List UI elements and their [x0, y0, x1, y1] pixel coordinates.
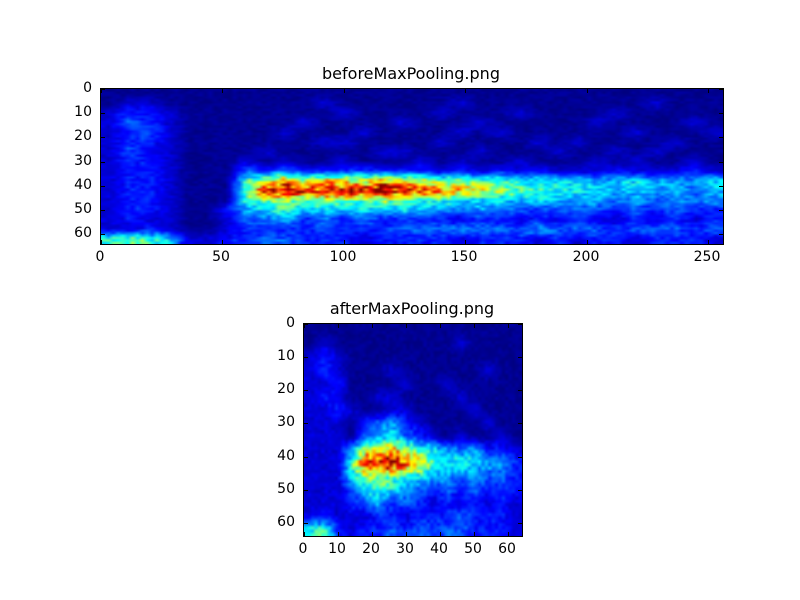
y-tick-mark-right — [518, 324, 522, 325]
x-tick-label: 20 — [362, 541, 380, 557]
x-tick-mark-top — [222, 89, 223, 93]
y-tick-mark-right — [518, 390, 522, 391]
x-tick-mark-bottom — [406, 532, 407, 536]
plot-title-before: beforeMaxPooling.png — [322, 64, 500, 83]
y-tick-mark-left — [304, 390, 308, 391]
x-tick-label: 50 — [464, 541, 482, 557]
y-tick-mark-right — [518, 423, 522, 424]
y-tick-mark-right — [518, 490, 522, 491]
x-tick-label: 150 — [450, 249, 478, 265]
x-tick-label: 40 — [430, 541, 448, 557]
y-tick-mark-left — [304, 324, 308, 325]
x-tick-label: 0 — [298, 541, 308, 557]
heatmap-canvas-after — [304, 324, 522, 536]
x-tick-label: 100 — [329, 249, 357, 265]
y-tick-label: 50 — [74, 201, 92, 217]
y-tick-mark-left — [101, 162, 105, 163]
y-tick-mark-right — [719, 89, 723, 90]
x-tick-mark-bottom — [338, 532, 339, 536]
y-tick-label: 30 — [74, 153, 92, 169]
x-tick-label: 0 — [95, 249, 105, 265]
x-tick-mark-bottom — [440, 532, 441, 536]
x-tick-label: 250 — [693, 249, 721, 265]
y-tick-label: 50 — [277, 481, 295, 497]
x-tick-mark-top — [101, 89, 102, 93]
y-tick-mark-right — [719, 210, 723, 211]
axes-after — [303, 323, 523, 537]
x-tick-mark-bottom — [101, 240, 102, 244]
x-tick-mark-top — [587, 89, 588, 93]
y-tick-mark-right — [518, 457, 522, 458]
x-tick-mark-top — [508, 324, 509, 328]
y-tick-mark-left — [304, 523, 308, 524]
x-tick-label: 200 — [572, 249, 600, 265]
y-tick-mark-right — [719, 186, 723, 187]
y-tick-mark-left — [101, 210, 105, 211]
y-tick-mark-right — [719, 113, 723, 114]
x-tick-mark-bottom — [465, 240, 466, 244]
y-tick-label: 20 — [277, 381, 295, 397]
x-tick-mark-bottom — [587, 240, 588, 244]
x-tick-mark-top — [474, 324, 475, 328]
y-tick-label: 60 — [277, 514, 295, 530]
x-tick-label: 30 — [396, 541, 414, 557]
y-tick-mark-left — [304, 457, 308, 458]
y-tick-label: 30 — [277, 414, 295, 430]
y-tick-label: 0 — [286, 315, 295, 331]
y-tick-label: 10 — [74, 104, 92, 120]
y-tick-mark-left — [304, 357, 308, 358]
y-tick-mark-right — [719, 137, 723, 138]
y-tick-label: 0 — [83, 80, 92, 96]
y-tick-mark-right — [719, 162, 723, 163]
heatmap-canvas-before — [101, 89, 723, 244]
x-tick-mark-top — [465, 89, 466, 93]
x-tick-mark-top — [344, 89, 345, 93]
x-tick-mark-bottom — [708, 240, 709, 244]
y-tick-mark-left — [101, 137, 105, 138]
x-tick-label: 50 — [212, 249, 230, 265]
x-tick-mark-bottom — [344, 240, 345, 244]
axes-before — [100, 88, 724, 245]
x-tick-mark-top — [440, 324, 441, 328]
y-tick-mark-left — [101, 186, 105, 187]
x-tick-mark-bottom — [474, 532, 475, 536]
y-tick-mark-right — [518, 523, 522, 524]
y-tick-label: 40 — [277, 448, 295, 464]
y-tick-mark-left — [304, 423, 308, 424]
y-tick-mark-left — [304, 490, 308, 491]
y-tick-mark-right — [719, 234, 723, 235]
y-tick-label: 20 — [74, 128, 92, 144]
y-tick-label: 40 — [74, 177, 92, 193]
y-tick-mark-right — [518, 357, 522, 358]
x-tick-mark-bottom — [508, 532, 509, 536]
y-tick-label: 60 — [74, 225, 92, 241]
y-tick-mark-left — [101, 113, 105, 114]
x-tick-mark-top — [304, 324, 305, 328]
x-tick-mark-top — [338, 324, 339, 328]
x-tick-mark-top — [372, 324, 373, 328]
x-tick-mark-top — [406, 324, 407, 328]
x-tick-label: 10 — [328, 541, 346, 557]
y-tick-label: 10 — [277, 348, 295, 364]
x-tick-mark-bottom — [222, 240, 223, 244]
plot-title-after: afterMaxPooling.png — [329, 299, 495, 318]
x-tick-mark-bottom — [304, 532, 305, 536]
x-tick-mark-top — [708, 89, 709, 93]
y-tick-mark-left — [101, 234, 105, 235]
x-tick-label: 60 — [498, 541, 516, 557]
y-tick-mark-left — [101, 89, 105, 90]
x-tick-mark-bottom — [372, 532, 373, 536]
